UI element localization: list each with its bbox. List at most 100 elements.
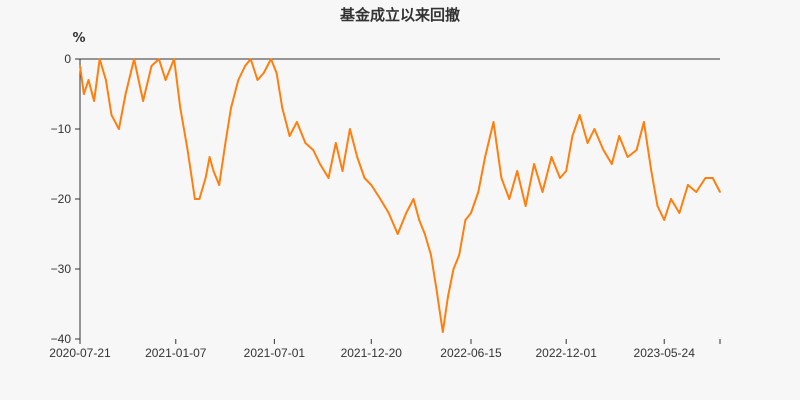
data-point [550,156,553,158]
data-point [711,177,714,179]
data-point [198,198,201,200]
data-point [133,58,135,60]
data-point [194,198,196,200]
x-tick-label: 2020-07-21 [49,346,111,360]
data-point [93,100,95,102]
data-point [204,177,207,179]
series-group [79,58,721,333]
data-point [334,142,337,144]
data-point [500,177,503,179]
data-point [79,65,81,67]
data-point [626,156,629,158]
data-point [441,331,444,333]
data-point [516,170,519,172]
data-point [110,114,113,116]
data-point [387,212,390,214]
data-point [464,219,467,221]
y-tick-label: −30 [51,262,72,276]
data-point [678,212,681,214]
data-point [83,93,85,95]
data-point [208,156,211,158]
data-point [164,79,167,81]
data-point [281,107,284,109]
data-point [418,219,421,221]
data-point [670,198,672,200]
y-tick-label: −20 [51,192,72,206]
data-point [435,289,438,291]
data-point [484,156,486,158]
data-point [262,72,265,74]
drawdown-line [79,58,721,333]
data-point [296,121,298,123]
data-point [470,212,472,214]
data-point [643,121,645,123]
data-point [237,79,240,81]
data-point [356,156,359,158]
data-point [663,219,666,221]
data-point [275,72,278,74]
data-point [312,149,315,151]
data-point [341,170,344,172]
data-point [288,135,291,137]
data-point [379,198,382,200]
data-point [412,198,415,200]
data-point [686,184,689,186]
data-point [704,177,707,179]
data-point [719,191,721,193]
x-ticks: 2020-07-21 2021-01-07 2021-07-01 2021-12-20… [49,339,721,360]
data-point [256,79,259,81]
data-point [98,58,101,60]
data-point [656,205,659,207]
chart-title: 基金成立以来回撤 [339,6,460,24]
y-tick-label: −10 [51,122,72,136]
data-point [270,58,272,60]
data-point [124,93,127,95]
data-point [430,254,432,256]
data-point [446,296,449,298]
data-point [224,142,227,144]
data-point [370,184,373,186]
data-point [363,177,366,179]
data-point [157,58,160,60]
x-tick-label: 2021-07-01 [244,346,306,360]
y-tick-label: −40 [51,332,72,346]
data-point [452,268,455,270]
y-axis-label: % [72,31,85,46]
data-point [173,58,175,60]
data-point [212,170,215,172]
data-point [477,191,480,193]
data-point [423,233,426,235]
data-point [559,177,561,179]
data-point [186,149,189,151]
data-point [396,233,399,235]
data-point [319,163,321,165]
data-point [87,79,90,81]
x-tick-label: 2021-01-07 [145,346,207,360]
data-point [618,135,621,137]
data-point [602,149,605,151]
data-point [230,107,232,109]
data-point [117,128,120,130]
data-point [565,170,568,172]
data-point [508,198,511,200]
data-point [610,163,613,165]
data-point [218,184,221,186]
data-point [348,128,351,130]
data-point [244,65,246,67]
data-point [593,128,596,130]
x-tick-label: 2022-12-01 [536,346,598,360]
data-point [150,65,153,67]
data-point [458,254,461,256]
data-point [635,149,638,151]
y-ticks: 0 −10 −20 −30 −40 [51,52,80,346]
data-point [533,163,535,165]
data-point [541,191,544,193]
data-point [695,191,698,193]
data-point [304,142,307,144]
data-point [578,114,581,116]
data-point [650,170,653,172]
x-tick-label: 2023-05-24 [634,346,696,360]
data-point [179,107,182,109]
